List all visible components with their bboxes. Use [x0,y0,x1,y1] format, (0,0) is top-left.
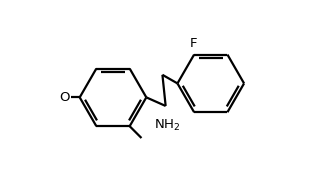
Text: NH$_2$: NH$_2$ [153,118,180,133]
Text: O: O [60,91,70,104]
Text: F: F [189,37,197,50]
